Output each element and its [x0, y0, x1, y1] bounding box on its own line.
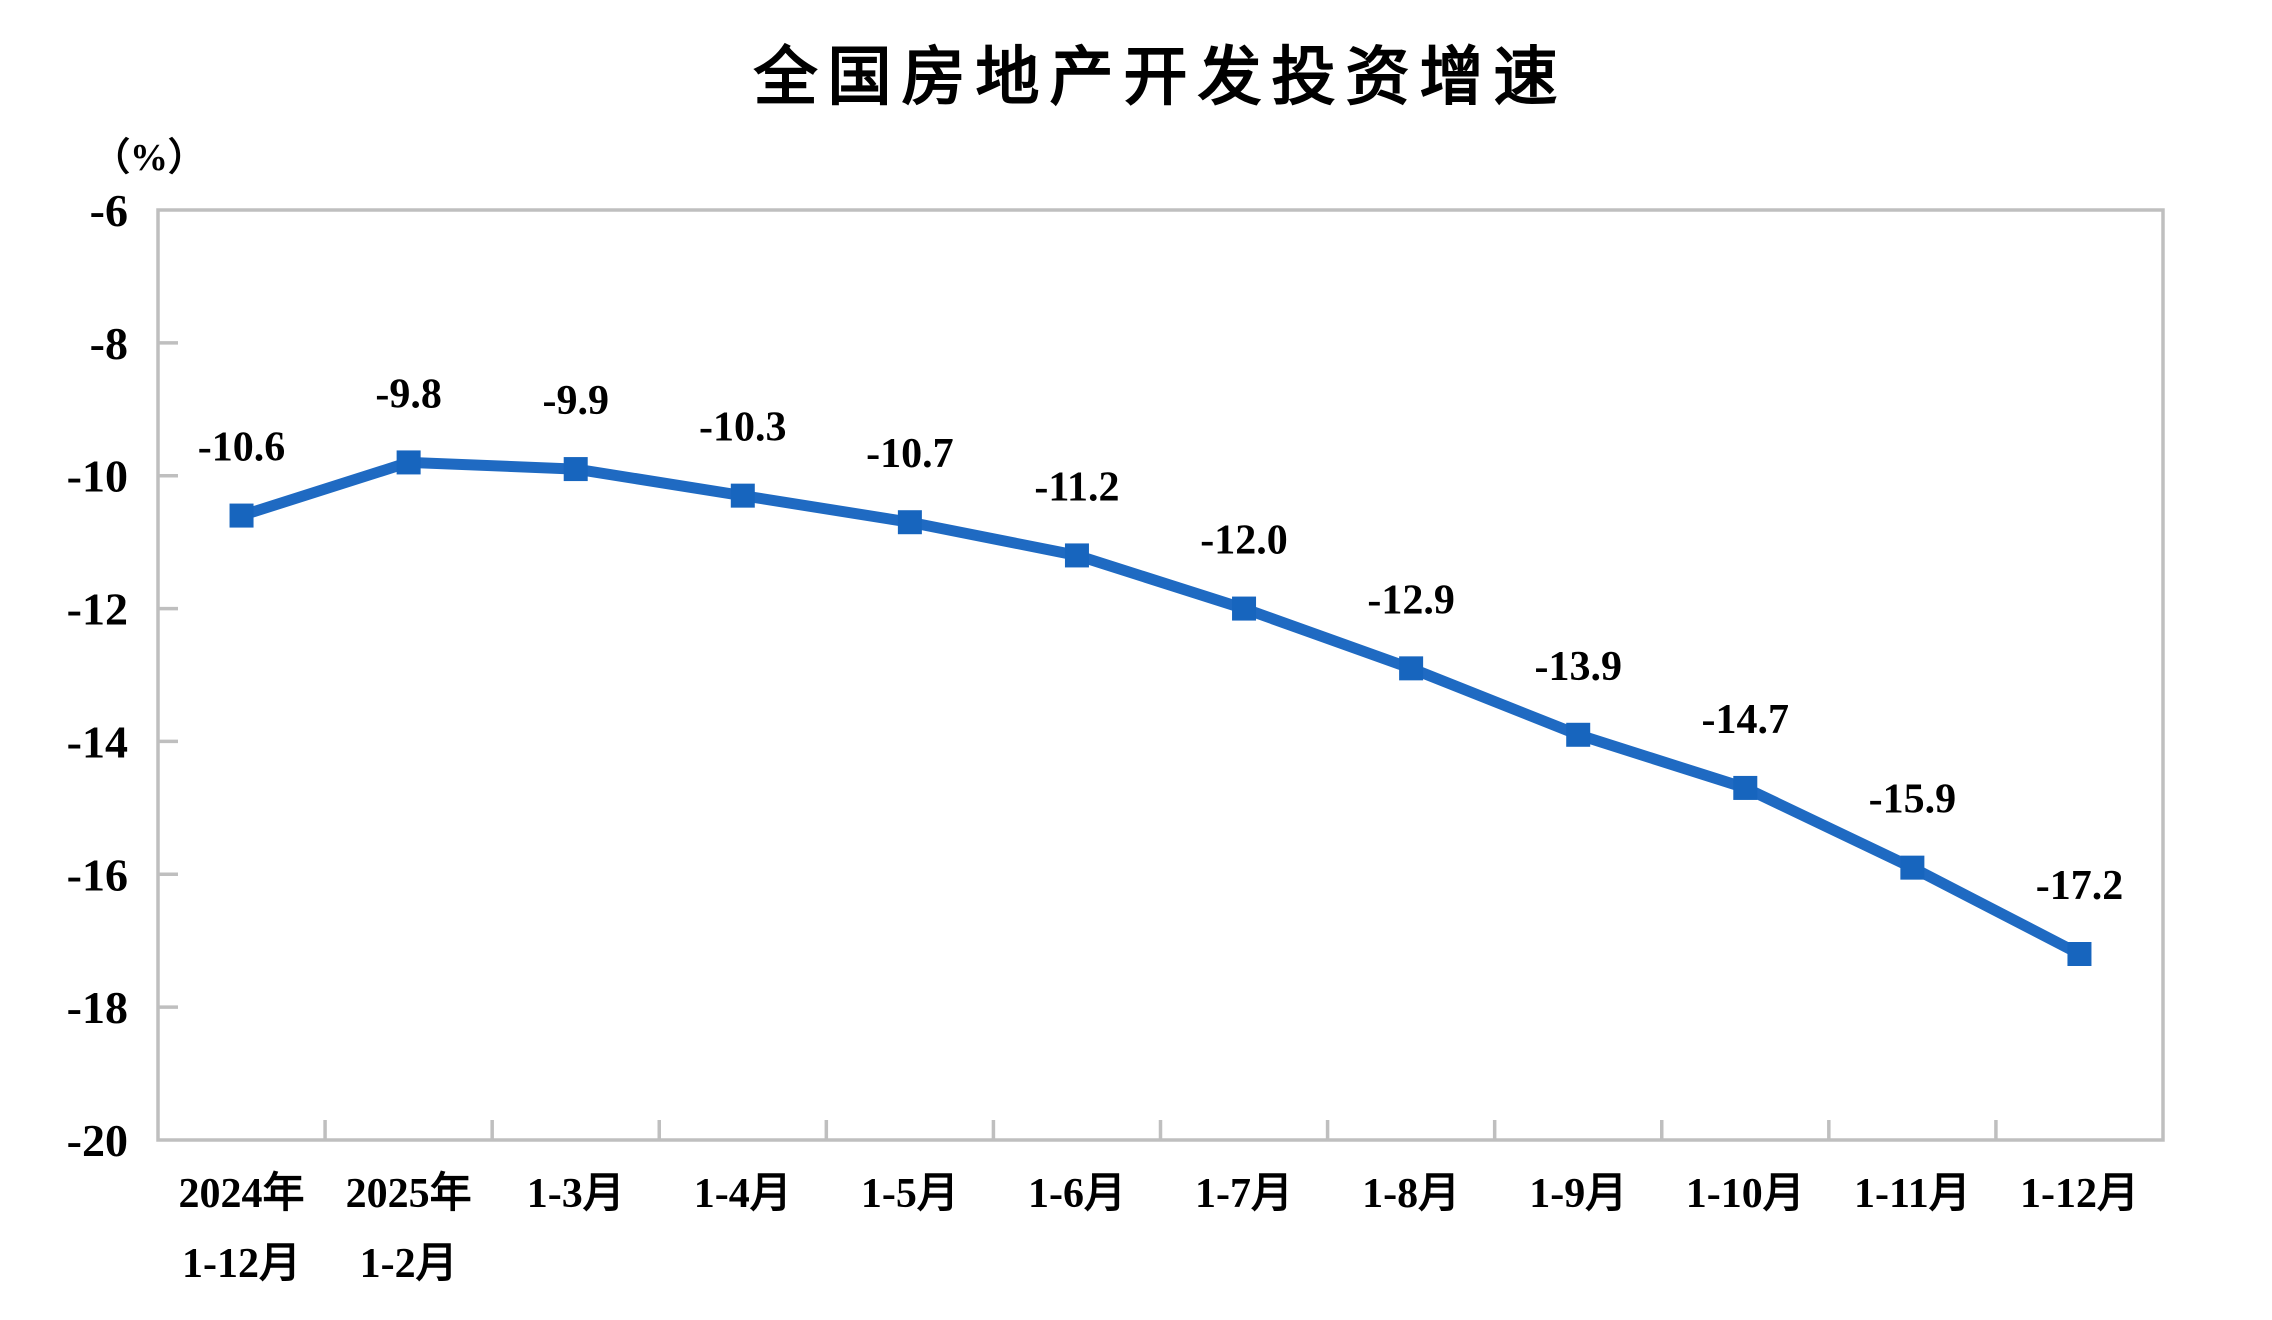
y-tick-label: -6: [90, 185, 128, 236]
data-point-marker: [563, 457, 588, 482]
y-tick-label: -14: [67, 716, 128, 767]
x-tick-label: 1-12月: [2020, 1171, 2139, 1217]
x-tick-label-line2: 1-2月: [360, 1241, 458, 1287]
data-point-marker: [1733, 775, 1758, 800]
y-axis-unit-label: （%）: [92, 137, 207, 179]
x-tick-label: 1-10月: [1686, 1171, 1805, 1217]
x-tick-label: 1-5月: [861, 1171, 959, 1217]
series-line: [236, 456, 2085, 960]
data-point-marker: [1399, 656, 1424, 681]
x-tick-label: 1-8月: [1362, 1171, 1460, 1217]
data-point-marker: [1064, 543, 1089, 568]
x-tick-label-line2: 1-12月: [182, 1241, 301, 1287]
data-point-label: -12.9: [1367, 577, 1455, 623]
data-point-label: -15.9: [1869, 777, 1957, 823]
data-point-marker: [396, 450, 421, 475]
y-tick-label: -16: [67, 849, 128, 900]
data-point-label: -10.7: [866, 431, 954, 477]
x-tick-label: 1-3月: [527, 1171, 625, 1217]
data-point-marker: [229, 503, 254, 528]
data-point-label: -10.3: [699, 405, 787, 451]
data-point-marker: [1232, 596, 1257, 621]
y-tick-label: -18: [67, 982, 128, 1033]
data-point-label: -12.0: [1200, 518, 1288, 564]
data-point-marker: [730, 483, 755, 508]
chart-title: 全国房地产开发投资增速: [753, 41, 1568, 113]
data-point-label: -10.6: [198, 425, 286, 471]
x-tick-label: 1-11月: [1854, 1171, 1971, 1217]
y-tick-label: -10: [67, 451, 128, 502]
data-point-label: -9.9: [542, 378, 609, 424]
x-tick-label: 1-6月: [1028, 1171, 1126, 1217]
plot-border: [156, 208, 2165, 1142]
data-point-label: -13.9: [1534, 644, 1622, 690]
x-tick-label: 1-9月: [1529, 1171, 1627, 1217]
x-tick-label: 1-7月: [1195, 1171, 1293, 1217]
data-point-label: -14.7: [1702, 697, 1790, 743]
x-tick-label: 1-4月: [694, 1171, 792, 1217]
x-tick-label: 2024年: [179, 1170, 305, 1217]
data-point-label: -17.2: [2036, 863, 2124, 909]
data-point-label: -9.8: [375, 371, 442, 417]
x-tick-label: 2025年: [346, 1170, 472, 1217]
y-tick-label: -12: [67, 584, 128, 635]
data-point-label: -11.2: [1034, 464, 1119, 510]
data-point-marker: [897, 510, 922, 535]
data-point-marker: [1900, 855, 1925, 880]
y-tick-label: -20: [67, 1115, 128, 1166]
data-point-marker: [1566, 722, 1591, 747]
y-tick-label: -8: [90, 318, 128, 369]
data-point-marker: [2067, 942, 2092, 966]
